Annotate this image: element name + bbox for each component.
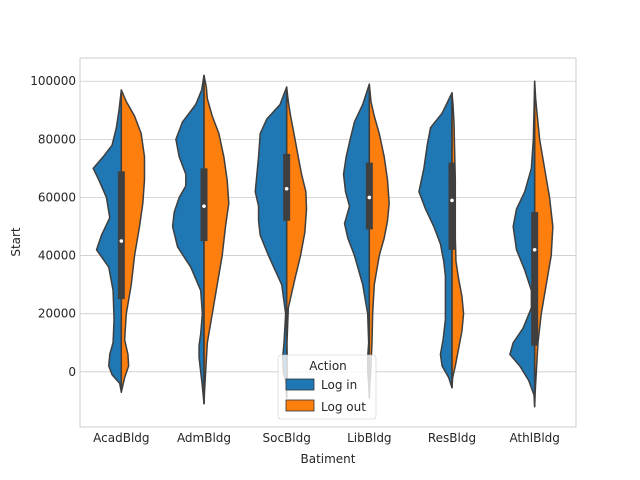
median-dot	[284, 186, 289, 191]
legend-swatch-log-out	[285, 399, 315, 412]
legend: Action Log in Log out	[277, 354, 377, 420]
violin-log-in-resbldg	[418, 92, 453, 389]
x-tick-label: ResBldg	[428, 431, 476, 445]
iqr-box	[531, 211, 539, 346]
x-tick-label: AcadBldg	[93, 431, 149, 445]
x-tick-label: AthlBldg	[509, 431, 559, 445]
median-dot	[202, 204, 206, 208]
y-tick-labels: 0 20000 40000 60000 80000 100000	[30, 74, 76, 379]
y-axis-label: Start	[9, 227, 23, 257]
iqr-box	[448, 162, 456, 250]
median-dot	[367, 195, 372, 200]
plot-frame	[79, 57, 577, 428]
y-tick-label: 80000	[38, 132, 76, 146]
y-tick-label: 40000	[38, 249, 76, 263]
median-dot	[532, 247, 537, 252]
x-tick-label: SocBldg	[262, 431, 310, 445]
violin-log-out-athlbldg	[533, 80, 554, 408]
violin-log-in-athlbldg	[509, 80, 536, 408]
x-tick-label: AdmBldg	[177, 431, 231, 445]
violin-log-out-admbldg	[203, 74, 230, 405]
legend-label-log-in: Log in	[321, 378, 357, 392]
y-tick-label: 20000	[38, 307, 76, 321]
violins	[92, 74, 554, 408]
median-dot	[450, 198, 454, 203]
legend-swatch-log-in	[285, 378, 315, 391]
x-axis-label: Batiment	[300, 452, 355, 466]
violin-log-in-acadbldg	[92, 89, 123, 393]
grid-lines	[80, 80, 576, 373]
x-tick-label: LibBldg	[347, 431, 391, 445]
y-tick-label: 100000	[30, 74, 76, 88]
inner-boxes	[117, 75, 539, 407]
legend-label-log-out: Log out	[321, 400, 366, 414]
violin-log-out-acadbldg	[120, 89, 146, 393]
median-dot	[119, 239, 124, 243]
x-tick-labels: AcadBldg AdmBldg SocBldg LibBldg ResBldg Athl…	[93, 431, 560, 445]
legend-title: Action	[309, 359, 347, 373]
iqr-box	[117, 171, 125, 300]
y-tick-label: 60000	[38, 190, 76, 204]
violin-log-in-admbldg	[171, 74, 205, 405]
y-tick-label: 0	[68, 365, 76, 379]
